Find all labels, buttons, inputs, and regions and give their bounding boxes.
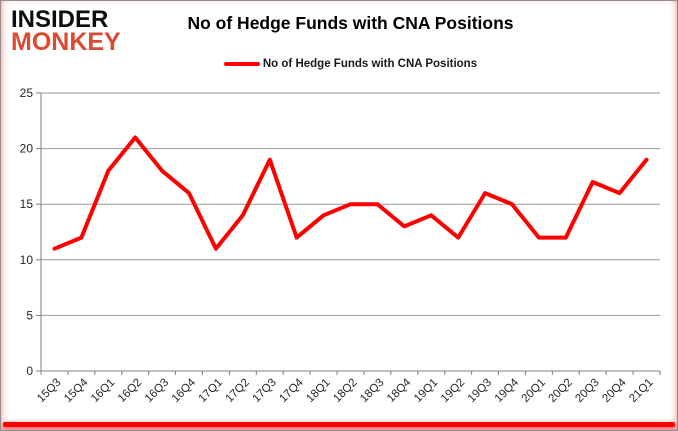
x-tick-label: 15Q3 <box>35 377 63 405</box>
logo-line-insider: INSIDER <box>11 6 109 33</box>
x-tick-label: 20Q1 <box>520 377 548 405</box>
data-line <box>52 135 649 251</box>
x-tick-label: 19Q1 <box>412 377 440 405</box>
x-tick-label: 19Q2 <box>439 377 467 405</box>
x-tick-label: 16Q3 <box>143 377 171 405</box>
x-tick-label: 17Q1 <box>197 377 225 405</box>
x-tick-label: 20Q4 <box>600 376 629 405</box>
x-tick-label: 20Q2 <box>547 377 575 405</box>
x-tick-label: 17Q4 <box>277 376 306 405</box>
y-tick-label: 0 <box>26 364 33 378</box>
x-tick-label: 17Q2 <box>224 377 252 405</box>
y-tick-label: 20 <box>20 142 34 156</box>
legend-line-swatch <box>223 62 260 66</box>
y-tick-label: 5 <box>26 308 33 322</box>
insider-monkey-logo: INSIDER MONKEY <box>11 6 121 56</box>
x-tick-label: 16Q2 <box>116 377 144 405</box>
legend-label: No of Hedge Funds with CNA Positions <box>262 58 478 70</box>
chart-title: No of Hedge Funds with CNA Positions <box>187 13 514 33</box>
x-tick-label: 18Q3 <box>358 377 386 405</box>
bottom-red-bar <box>3 422 675 427</box>
y-tick-label: 25 <box>20 86 34 100</box>
x-tick-label: 16Q4 <box>170 376 199 405</box>
chart-legend: No of Hedge Funds with CNA Positions <box>41 58 660 70</box>
x-tick-label: 18Q1 <box>304 377 332 405</box>
x-tick-label: 17Q3 <box>250 377 278 405</box>
x-tick-label: 19Q4 <box>493 376 522 405</box>
x-tick-label: 21Q1 <box>627 377 655 405</box>
logo-line-monkey: MONKEY <box>11 28 121 56</box>
x-tick-label: 16Q1 <box>89 377 117 405</box>
x-tick-label: 20Q3 <box>573 377 601 405</box>
x-tick-label: 19Q3 <box>466 377 494 405</box>
y-tick-label: 15 <box>20 197 34 211</box>
x-tick-label: 18Q2 <box>331 377 359 405</box>
x-tick-label: 18Q4 <box>385 376 414 405</box>
y-tick-label: 10 <box>20 253 34 267</box>
x-tick-label: 15Q4 <box>62 376 91 405</box>
